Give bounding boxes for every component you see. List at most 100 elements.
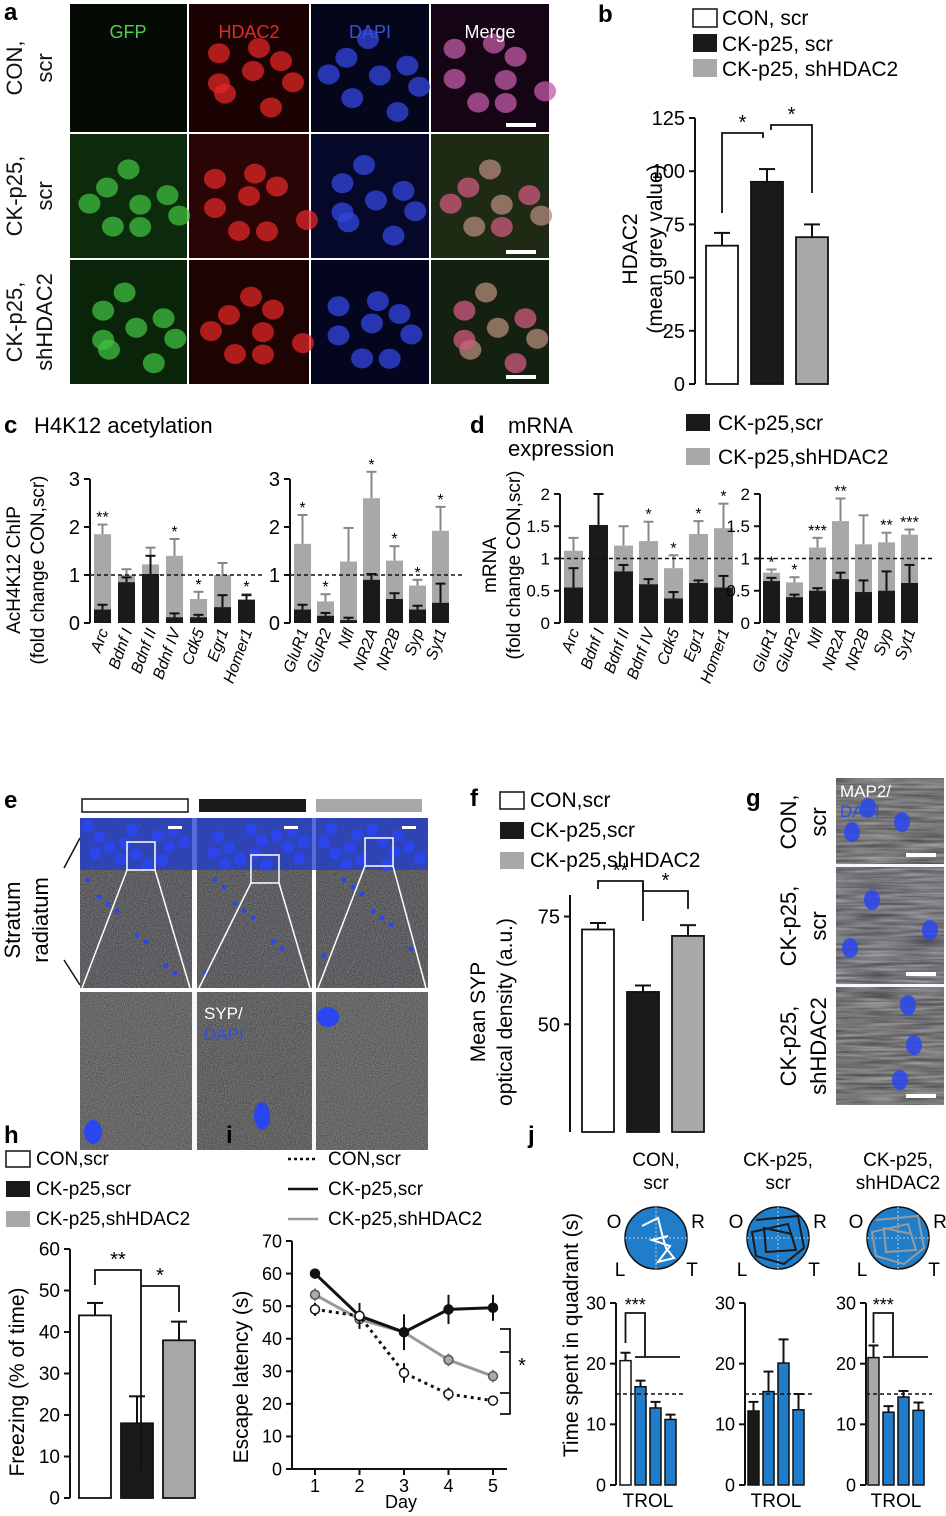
significance-star: * xyxy=(195,577,201,594)
y-tick-label: 60 xyxy=(39,1240,60,1261)
cell-nucleus xyxy=(228,220,250,241)
y-tick-label: 0.5 xyxy=(726,582,750,601)
x-tick-label: 2 xyxy=(354,1476,364,1496)
significance-star: * xyxy=(391,531,397,548)
significance-label: * xyxy=(662,870,670,892)
significance-bracket xyxy=(770,124,813,193)
bar xyxy=(763,581,780,623)
cell-nucleus xyxy=(366,291,389,312)
cell-nucleus xyxy=(370,908,376,914)
legend-i-con: CON,scr xyxy=(328,1149,402,1170)
cell-nucleus xyxy=(279,946,285,952)
cell-nucleus xyxy=(134,932,140,938)
panel-label-g: g xyxy=(746,785,761,812)
row-label-sh-1: CK-p25, xyxy=(2,282,27,363)
cell-nucleus xyxy=(84,1120,102,1144)
y-tick-label: 30 xyxy=(39,1364,60,1385)
overlay-dapi: DAPI xyxy=(840,802,880,821)
cell-nucleus xyxy=(378,348,401,369)
cell-nucleus xyxy=(906,1035,922,1055)
panel-label-e: e xyxy=(4,787,17,814)
group-label: scr xyxy=(765,1173,791,1194)
quadrant-letter: O xyxy=(607,1212,622,1233)
bar xyxy=(705,244,739,385)
cell-nucleus xyxy=(254,1102,270,1130)
y-tick-label: 1 xyxy=(69,565,80,587)
cell-nucleus xyxy=(143,939,149,945)
significance-star: * xyxy=(695,506,701,523)
cell-nucleus xyxy=(208,73,230,94)
y-tick-label: 0 xyxy=(269,613,280,635)
scale-bar xyxy=(506,375,536,379)
legend-i-ck: CK-p25,scr xyxy=(328,1179,424,1200)
legend-h-sh: CK-p25,shHDAC2 xyxy=(36,1209,190,1230)
cell-nucleus xyxy=(125,317,148,338)
y-tick-label: 20 xyxy=(262,1394,282,1414)
cell-nucleus xyxy=(219,858,231,870)
title-c: H4K12 acetylation xyxy=(34,413,213,438)
cell-nucleus xyxy=(292,333,314,354)
cell-nucleus xyxy=(163,963,169,969)
cell-nucleus xyxy=(101,216,124,237)
ylabel-h: Freezing (% of time) xyxy=(6,1287,29,1476)
x-tick-label: 1 xyxy=(310,1476,320,1496)
x-tick-label: Egr1 xyxy=(681,627,709,665)
cell-nucleus xyxy=(892,1070,908,1090)
bar xyxy=(792,1409,805,1486)
cell-nucleus xyxy=(381,859,393,871)
bar xyxy=(664,598,683,623)
cell-nucleus xyxy=(463,216,486,237)
bar xyxy=(94,609,111,623)
legend-b: CON, scr CK-p25, scr CK-p25, shHDAC2 xyxy=(692,7,898,81)
group-label: CON, xyxy=(632,1150,680,1171)
cell-nucleus xyxy=(282,841,294,853)
significance-label: * xyxy=(156,1265,164,1287)
legend-d-sh: CK-p25,shHDAC2 xyxy=(718,446,888,469)
y-tick-label: 2 xyxy=(541,485,550,504)
cell-nucleus xyxy=(96,177,119,198)
cell-nucleus xyxy=(92,300,115,321)
inset-label-dapi: DAPI xyxy=(204,1025,244,1044)
cell-nucleus xyxy=(443,38,466,59)
cell-nucleus xyxy=(223,842,235,854)
cell-nucleus xyxy=(318,836,330,848)
g-row-ck-1: CK-p25, xyxy=(776,886,801,967)
cell-nucleus xyxy=(212,831,224,843)
legend-f-swatch-sh xyxy=(500,852,524,869)
cell-nucleus xyxy=(317,64,340,85)
cell-nucleus xyxy=(514,308,537,329)
legend-h-swatch-ck xyxy=(6,1181,30,1197)
cell-nucleus xyxy=(142,353,165,374)
col-label-hdac2: HDAC2 xyxy=(218,22,279,42)
cell-nucleus xyxy=(414,852,426,864)
y-tick-label: 0 xyxy=(674,374,685,396)
bar xyxy=(238,599,255,623)
bar xyxy=(190,617,207,623)
panel-a-micrographs xyxy=(70,4,557,384)
cell-nucleus xyxy=(357,28,380,49)
y-tick-label: 0 xyxy=(272,1459,282,1479)
panel-label-h: h xyxy=(4,1122,19,1149)
group-label: scr xyxy=(643,1173,669,1194)
x-tick-label: TROL xyxy=(871,1491,922,1512)
cell-nucleus xyxy=(842,938,858,958)
quadrant-letter: R xyxy=(933,1212,946,1233)
group-bar-con xyxy=(81,798,189,813)
cell-nucleus xyxy=(238,186,260,206)
quadrant-letter: T xyxy=(808,1260,820,1281)
y-tick-label: 2 xyxy=(69,517,80,539)
legend-h-swatch-sh xyxy=(6,1211,30,1227)
significance-star: * xyxy=(299,500,305,517)
cell-nucleus xyxy=(490,194,513,215)
significance-label: * xyxy=(788,104,796,126)
cell-nucleus xyxy=(178,836,190,848)
data-point xyxy=(487,1370,499,1382)
cell-nucleus xyxy=(366,824,378,836)
cell-nucleus xyxy=(900,995,916,1015)
y-tick-label: 100 xyxy=(652,161,685,183)
cell-nucleus xyxy=(204,197,226,218)
cell-nucleus xyxy=(439,193,462,214)
cell-nucleus xyxy=(248,37,270,58)
y-tick-label: 0 xyxy=(596,1475,606,1495)
